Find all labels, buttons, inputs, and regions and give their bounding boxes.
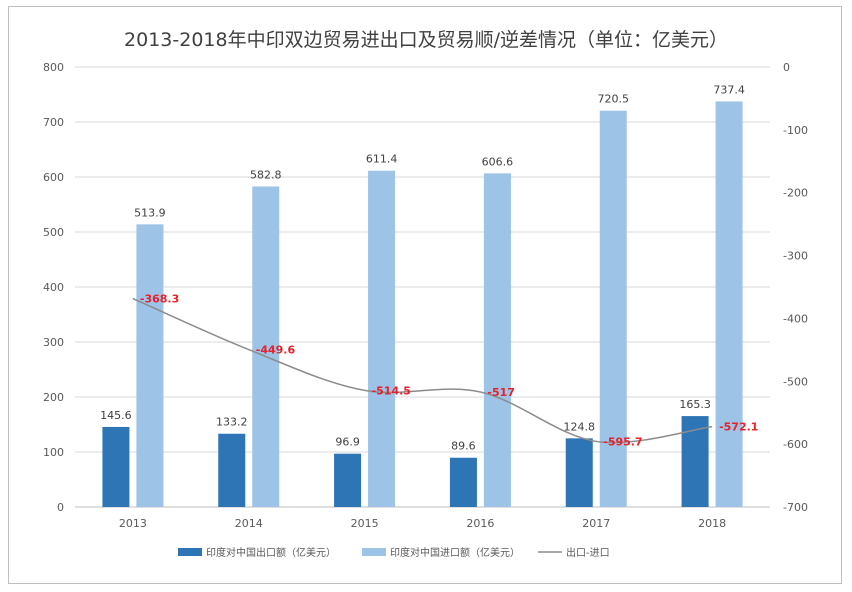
chart-title: 2013-2018年中印双边贸易进出口及贸易顺/逆差情况（单位：亿美元） [124,29,728,51]
right-tick-label: -300 [783,250,808,263]
right-axis: 0 -100 -200 -300 -400 -500 -600 -700 [783,61,808,514]
wechat-icon [629,546,655,568]
bar [599,110,627,507]
right-tick-label: -700 [783,501,808,514]
balance-line: -368.3 -449.6 -514.5 -517 -595.7 -572.1 [132,293,758,448]
bar [449,457,477,507]
line-data-label: -514.5 [372,384,411,397]
left-tick-label: 0 [57,501,64,514]
left-tick-label: 500 [43,226,64,239]
bar-data-label: 165.3 [679,398,711,411]
x-axis: 2013 2014 2015 2016 2017 2018 [119,517,726,530]
left-tick-label: 100 [43,446,64,459]
left-tick-label: 400 [43,281,64,294]
x-tick-label: 2017 [582,517,610,530]
x-tick-label: 2016 [466,517,494,530]
line-data-label: -517 [487,386,515,399]
bar [102,426,130,507]
legend-swatch [178,548,202,556]
bar [565,438,593,507]
line-data-label: -595.7 [603,435,642,448]
x-tick-label: 2018 [698,517,726,530]
legend-label: 出口-进口 [566,546,610,559]
right-tick-label: -100 [783,124,808,137]
gridlines [75,66,770,508]
bar-data-label: 737.4 [713,83,745,96]
watermark-text: 上海睦邻国际展览 [658,546,786,565]
x-tick-label: 2013 [119,517,147,530]
bar [368,170,396,508]
left-tick-label: 700 [43,116,64,129]
left-axis: 0 100 200 300 400 500 600 700 800 [43,61,64,514]
balance-line-path [132,297,713,444]
right-tick-label: -400 [783,312,808,325]
bar-data-label: 124.8 [564,420,596,433]
watermark: 上海睦邻国际展览 [629,546,786,568]
bar-data-label: 96.9 [335,436,360,449]
left-tick-label: 200 [43,391,64,404]
bar-data-label: 611.4 [366,153,398,166]
line-data-label: -572.1 [719,421,758,434]
left-tick-label: 800 [43,61,64,74]
bar-data-label: 582.8 [250,168,282,181]
bar-data-label: 89.6 [451,440,476,453]
bar [252,186,280,507]
bar-data-label: 145.6 [100,409,132,422]
bar-data-label: 720.5 [598,93,630,106]
bar-data-label: 513.9 [134,206,166,219]
bar [218,433,246,507]
right-tick-label: -500 [783,375,808,388]
bar [334,453,362,507]
line-data-label: -449.6 [256,344,296,357]
x-tick-label: 2014 [235,517,263,530]
bar-data-label: 133.2 [216,416,248,429]
left-tick-label: 300 [43,336,64,349]
right-tick-label: -600 [783,438,808,451]
right-tick-label: 0 [783,61,790,74]
legend-swatch [362,548,386,556]
bar [136,224,164,508]
right-tick-label: -200 [783,187,808,200]
x-tick-label: 2015 [351,517,379,530]
bars: 145.6 133.2 96.9 89.6 124.8 165.3 513.9 582.8 61… [100,83,745,508]
line-data-label: -368.3 [140,293,179,306]
bar-data-label: 606.6 [482,155,514,168]
legend-label: 印度对中国出口额（亿美元） [206,546,336,559]
legend: 印度对中国出口额（亿美元） 印度对中国进口额（亿美元） 出口-进口 [178,546,610,559]
bar [483,173,511,507]
left-tick-label: 600 [43,171,64,184]
bar [715,101,743,508]
legend-label: 印度对中国进口额（亿美元） [390,546,520,559]
